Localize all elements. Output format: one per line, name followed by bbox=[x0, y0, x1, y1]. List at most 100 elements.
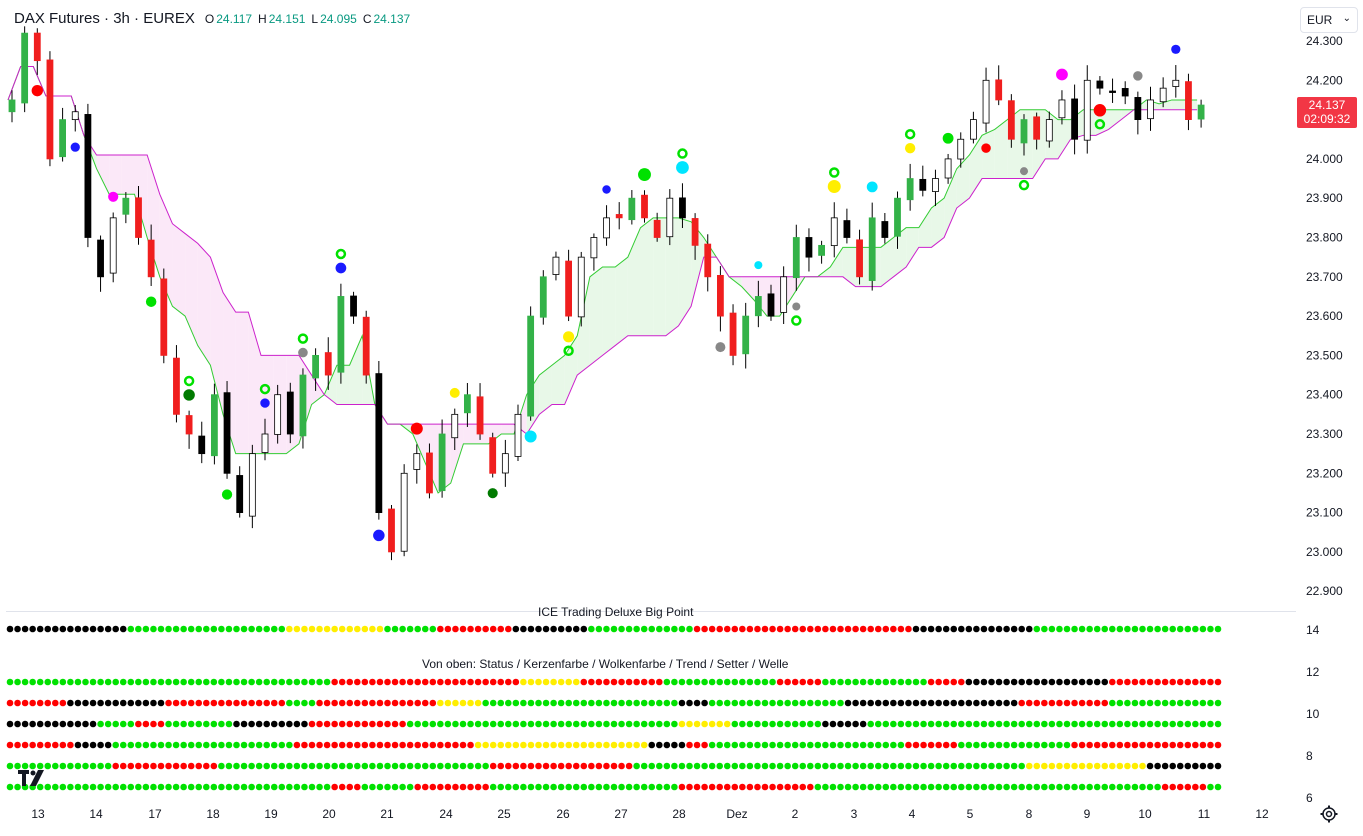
pane-divider[interactable] bbox=[6, 611, 1296, 612]
indicator-dot bbox=[1025, 762, 1033, 770]
currency-select[interactable]: EUR ⌄ bbox=[1300, 7, 1358, 33]
indicator-dot bbox=[572, 699, 580, 707]
indicator-dot bbox=[814, 783, 822, 791]
indicator-dot bbox=[67, 625, 74, 633]
cloud-segment bbox=[235, 312, 249, 454]
indicator-dot bbox=[14, 762, 21, 770]
candle-body bbox=[463, 394, 471, 414]
indicator-dot bbox=[829, 678, 837, 686]
indicator-dot bbox=[920, 720, 927, 728]
indicator-dot bbox=[270, 720, 278, 728]
settings-gear-icon[interactable] bbox=[1320, 805, 1338, 823]
indicator-dot bbox=[648, 625, 656, 633]
indicator-dot bbox=[950, 625, 958, 633]
indicator-dot bbox=[36, 741, 44, 749]
indicator-dot bbox=[323, 741, 331, 749]
indicator-dot bbox=[157, 678, 165, 686]
indicator-dot bbox=[912, 783, 920, 791]
indicator-dot bbox=[331, 699, 338, 707]
indicator-dot bbox=[414, 783, 422, 791]
indicator-dot bbox=[837, 783, 844, 791]
indicator-dot bbox=[74, 720, 82, 728]
indicator-dot bbox=[44, 625, 52, 633]
indicator-dot bbox=[270, 678, 278, 686]
indicator-dot bbox=[187, 762, 195, 770]
indicator-dot bbox=[104, 741, 112, 749]
signal-dot bbox=[221, 489, 233, 500]
indicator-dot bbox=[867, 762, 874, 770]
indicator-dot bbox=[316, 762, 323, 770]
indicator-dot bbox=[1048, 625, 1056, 633]
time-tick-label: 9 bbox=[1084, 807, 1091, 821]
indicator-dot bbox=[1214, 741, 1222, 749]
time-tick-label: 12 bbox=[1255, 807, 1269, 821]
indicator-dot bbox=[588, 762, 595, 770]
indicator-dot bbox=[822, 625, 829, 633]
time-axis[interactable]: 13 14 17 18 19 20 21 24 25 26 27 28 Dez 2 3 4 5 8 9 10 11 12 bbox=[31, 807, 1269, 821]
time-tick-label: 19 bbox=[264, 807, 278, 821]
indicator-dot bbox=[799, 741, 807, 749]
indicator-dot bbox=[761, 699, 769, 707]
indicator-dot bbox=[52, 783, 59, 791]
indicator-dot bbox=[399, 783, 406, 791]
indicator-dot bbox=[376, 720, 384, 728]
indicator-dot bbox=[52, 762, 59, 770]
indicator-dot bbox=[1176, 699, 1184, 707]
candle-body bbox=[413, 453, 421, 470]
indicator-dot bbox=[474, 741, 482, 749]
indicator-dot bbox=[338, 762, 346, 770]
candle-body bbox=[375, 373, 383, 513]
indicator-dot bbox=[361, 741, 369, 749]
indicator-dot bbox=[112, 625, 119, 633]
indicator-dot bbox=[572, 783, 580, 791]
indicator-dot bbox=[776, 762, 784, 770]
indicator-dot bbox=[391, 741, 399, 749]
indicator-dot bbox=[444, 625, 452, 633]
indicator-dot bbox=[580, 741, 588, 749]
indicator-dot bbox=[550, 699, 557, 707]
indicator-dot bbox=[512, 720, 520, 728]
indicator-dot bbox=[814, 720, 822, 728]
indicator-dot bbox=[527, 720, 535, 728]
indicator-dot bbox=[656, 762, 663, 770]
indicator-dot bbox=[678, 741, 686, 749]
signal-dot bbox=[638, 168, 651, 182]
indicator-dot bbox=[814, 625, 822, 633]
indicator-dot bbox=[1086, 699, 1093, 707]
indicator-dot bbox=[225, 762, 233, 770]
candle-body bbox=[868, 217, 876, 281]
indicator-dot bbox=[1199, 678, 1207, 686]
indicator-dot bbox=[542, 699, 550, 707]
indicator-dot bbox=[920, 699, 927, 707]
symbol-title[interactable]: DAX Futures · 3h · EUREX bbox=[14, 10, 195, 27]
price-axis[interactable]: 24.30024.20024.10024.00023.90023.80023.7… bbox=[1306, 34, 1343, 598]
indicator-dot bbox=[1176, 625, 1184, 633]
indicator-dot bbox=[1214, 783, 1222, 791]
indicator-dot bbox=[565, 762, 572, 770]
indicator-dot bbox=[172, 720, 180, 728]
candle-body bbox=[147, 239, 155, 278]
indicator-subtitle: Von oben: Status / Kerzenfarbe / Wolkenf… bbox=[422, 657, 789, 671]
cloud-segment bbox=[1057, 119, 1071, 159]
indicator-dot bbox=[1033, 783, 1041, 791]
indicator-dot bbox=[572, 762, 580, 770]
indicator-dot bbox=[1116, 720, 1124, 728]
indicator-dot bbox=[150, 699, 157, 707]
indicator-title[interactable]: ICE Trading Deluxe Big Point bbox=[538, 605, 694, 619]
signal-ring bbox=[259, 383, 271, 395]
indicator-dot bbox=[286, 783, 293, 791]
indicator-dot bbox=[799, 762, 807, 770]
price-tick-label: 24.300 bbox=[1306, 34, 1343, 48]
cloud-segment bbox=[944, 168, 957, 238]
tradingview-logo-icon[interactable] bbox=[18, 768, 48, 788]
indicator-dot bbox=[844, 678, 852, 686]
indicator-dot bbox=[14, 699, 21, 707]
indicator-dot bbox=[82, 783, 89, 791]
indicator-dot bbox=[1048, 762, 1056, 770]
indicator-dot bbox=[882, 678, 890, 686]
indicator-dot bbox=[829, 699, 837, 707]
indicator-dot bbox=[270, 741, 278, 749]
indicator-dot bbox=[195, 783, 203, 791]
